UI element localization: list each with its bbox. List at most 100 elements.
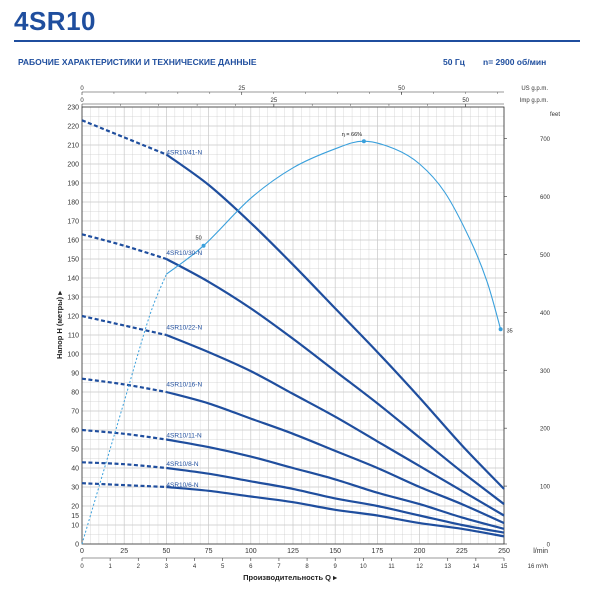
m3h-tick-label: 15 bbox=[501, 564, 508, 570]
model-title: 4SR10 bbox=[14, 6, 96, 36]
impgpm-unit-label: Imp g.p.m. bbox=[520, 98, 549, 104]
title-rule bbox=[14, 40, 580, 42]
curve-4SR10/11-N bbox=[166, 438, 505, 530]
frequency-label: 50 Гц bbox=[443, 57, 465, 67]
efficiency-curve-dashed bbox=[81, 274, 167, 545]
impgpm-tick-label: 50 bbox=[462, 98, 469, 104]
y-tick-label: 220 bbox=[67, 124, 79, 131]
y-tick-label: 150 bbox=[67, 257, 79, 264]
m3h-tick-label: 4 bbox=[193, 564, 197, 570]
efficiency-curve bbox=[166, 140, 502, 330]
y-tick-label: 110 bbox=[68, 333, 79, 340]
m3h-tick-label: 9 bbox=[334, 564, 338, 570]
usgpm-tick-label: 0 bbox=[80, 86, 84, 92]
curve-4SR10/41-N bbox=[165, 153, 505, 490]
x-tick-label: 0 bbox=[80, 548, 84, 555]
y-tick-label: 170 bbox=[67, 219, 79, 226]
m3h-tick-label: 11 bbox=[388, 564, 395, 570]
y-tick-label: 230 bbox=[67, 105, 79, 112]
y-tick-label: 15 bbox=[71, 513, 79, 520]
curve-4SR10/6-N bbox=[166, 485, 505, 538]
curve-4SR10/16-N bbox=[166, 390, 505, 525]
m3h-tick-label: 12 bbox=[416, 564, 423, 570]
usgpm-unit-label: US g.p.m. bbox=[521, 86, 548, 92]
curve-label: 4SR10/22-N bbox=[166, 324, 202, 331]
chart-subtitle: РАБОЧИЕ ХАРАКТЕРИСТИКИ И ТЕХНИЧЕСКИЕ ДАН… bbox=[18, 57, 257, 67]
efficiency-marker bbox=[498, 327, 503, 332]
y-tick-label: 180 bbox=[67, 200, 79, 207]
x-tick-label: 125 bbox=[287, 548, 299, 555]
efficiency-marker bbox=[361, 139, 366, 144]
curve-dashed-4SR10/16-N bbox=[81, 377, 167, 394]
curve-dashed-4SR10/8-N bbox=[81, 461, 167, 470]
y-tick-label: 20 bbox=[71, 504, 79, 511]
curve-dashed-4SR10/22-N bbox=[81, 314, 167, 337]
feet-tick-label: 600 bbox=[540, 195, 551, 201]
y-tick-label: 80 bbox=[71, 390, 79, 397]
x-axis-title: Производительность Q ▸ bbox=[243, 573, 338, 582]
curve-dashed-4SR10/11-N bbox=[81, 428, 167, 441]
y-tick-label: 50 bbox=[71, 447, 79, 454]
feet-unit-label: feet bbox=[550, 112, 560, 118]
usgpm-tick-label: 50 bbox=[398, 86, 405, 92]
x-unit-label: l/min bbox=[533, 548, 548, 555]
x-tick-label: 225 bbox=[456, 548, 468, 555]
plot-frame bbox=[81, 106, 505, 545]
m3h-tick-label: 13 bbox=[444, 564, 451, 570]
m3h-tick-label: 2 bbox=[137, 564, 141, 570]
curve-4SR10/30-N bbox=[165, 258, 505, 505]
y-tick-label: 140 bbox=[67, 276, 79, 283]
chart-series bbox=[81, 119, 505, 545]
feet-tick-label: 200 bbox=[540, 427, 551, 433]
curve-4SR10/22-N bbox=[165, 333, 505, 517]
x-tick-label: 150 bbox=[329, 548, 341, 555]
m3h-tick-label: 0 bbox=[80, 564, 84, 570]
y-tick-label: 0 bbox=[75, 542, 79, 549]
curve-dashed-4SR10/6-N bbox=[81, 482, 167, 489]
curve-label: 4SR10/6-N bbox=[166, 482, 198, 489]
y-tick-label: 40 bbox=[71, 466, 79, 473]
x-tick-label: 75 bbox=[205, 548, 213, 555]
efficiency-marker-label: 50 bbox=[196, 236, 202, 242]
impgpm-tick-label: 0 bbox=[80, 98, 84, 104]
x-tick-label: 100 bbox=[245, 548, 257, 555]
curve-label: 4SR10/41-N bbox=[166, 150, 202, 157]
feet-tick-label: 700 bbox=[540, 137, 551, 143]
y-tick-label: 100 bbox=[67, 352, 79, 359]
y-tick-label: 130 bbox=[67, 295, 79, 302]
feet-tick-label: 0 bbox=[547, 543, 551, 549]
y-tick-label: 10 bbox=[71, 523, 79, 530]
efficiency-marker bbox=[201, 243, 206, 248]
curve-label: 4SR10/8-N bbox=[166, 461, 198, 468]
m3h-tick-label: 6 bbox=[249, 564, 253, 570]
curve-label: 4SR10/11-N bbox=[166, 433, 202, 440]
m3h-last-label: 16 m³/h bbox=[528, 564, 548, 570]
m3h-tick-label: 1 bbox=[108, 564, 112, 570]
efficiency-marker-label: η = 66% bbox=[342, 132, 362, 138]
feet-tick-label: 300 bbox=[540, 369, 551, 375]
y-tick-label: 210 bbox=[67, 143, 79, 150]
m3h-tick-label: 10 bbox=[360, 564, 367, 570]
x-tick-label: 175 bbox=[372, 548, 384, 555]
usgpm-tick-label: 25 bbox=[238, 86, 245, 92]
chart-labels: 4SR10/41-N 4SR10/30-N 4SR10/22-N 4SR10/16-N… bbox=[166, 132, 512, 489]
m3h-tick-label: 7 bbox=[277, 564, 281, 570]
curve-4SR10/8-N bbox=[166, 466, 505, 534]
curve-dashed-4SR10/41-N bbox=[81, 119, 167, 156]
feet-tick-label: 500 bbox=[540, 253, 551, 259]
efficiency-marker-label: 35 bbox=[507, 328, 513, 334]
feet-tick-label: 100 bbox=[540, 485, 551, 491]
m3h-tick-label: 5 bbox=[221, 564, 225, 570]
x-tick-label: 50 bbox=[163, 548, 171, 555]
y-tick-label: 160 bbox=[67, 238, 79, 245]
y-axis-title: Напор H (метры) ▸ bbox=[55, 290, 64, 359]
y-tick-label: 200 bbox=[67, 162, 79, 169]
curve-label: 4SR10/16-N bbox=[166, 381, 202, 388]
x-tick-label: 200 bbox=[414, 548, 426, 555]
m3h-tick-label: 14 bbox=[473, 564, 480, 570]
y-tick-label: 90 bbox=[71, 371, 79, 378]
y-tick-label: 190 bbox=[67, 181, 79, 188]
y-tick-label: 70 bbox=[71, 409, 79, 416]
